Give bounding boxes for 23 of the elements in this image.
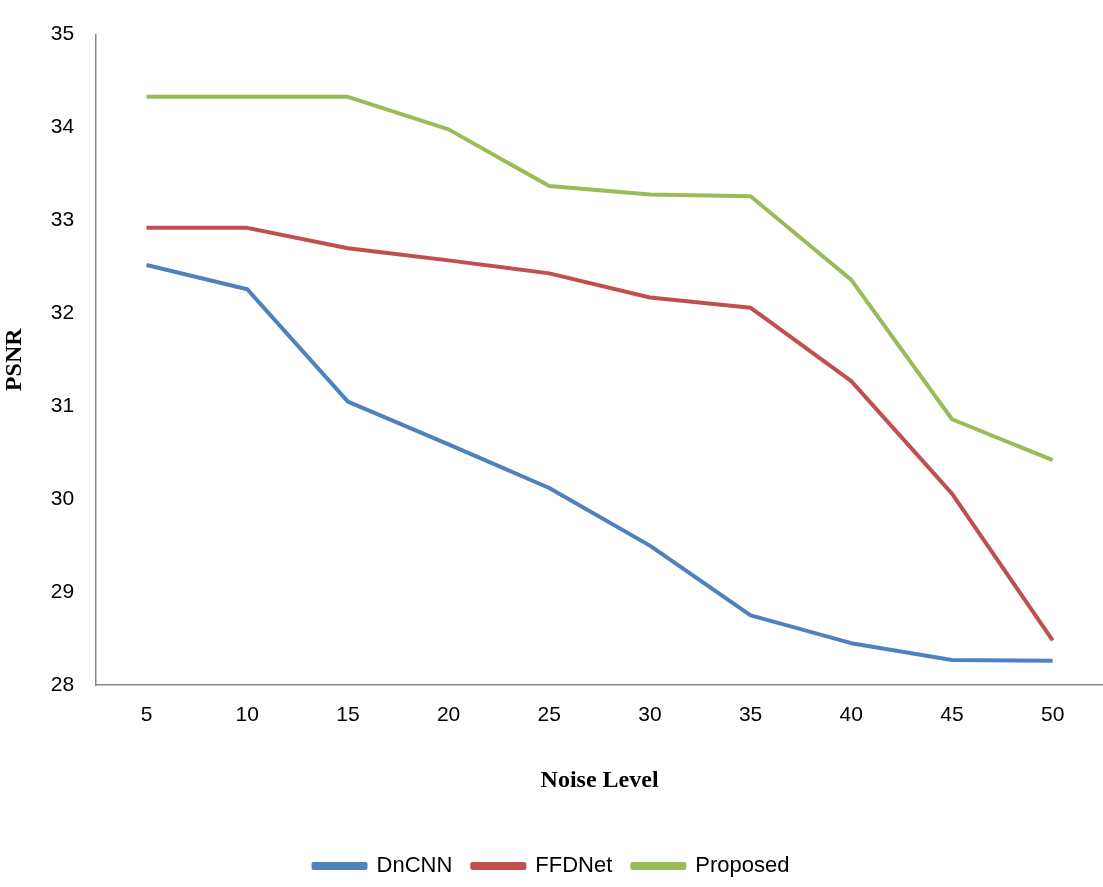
x-tick-label: 10 — [235, 702, 259, 726]
y-tick-label: 28 — [50, 671, 75, 695]
x-tick-label: 30 — [638, 702, 662, 726]
x-tick-label: 35 — [738, 702, 763, 726]
x-tick-label: 50 — [1040, 702, 1065, 726]
y-tick-label: 29 — [50, 578, 75, 602]
y-tick-label: 32 — [50, 300, 75, 324]
legend-label: DnCNN — [376, 852, 453, 878]
y-tick-label: 33 — [50, 207, 75, 231]
x-tick-label: 20 — [436, 702, 461, 726]
legend-label: FFDNet — [535, 852, 613, 878]
y-tick-label: 35 — [50, 21, 75, 45]
x-tick-label: 40 — [839, 702, 863, 726]
x-axis-title: Noise Level — [540, 765, 659, 792]
legend-label: Proposed — [695, 852, 790, 878]
y-tick-label: 31 — [50, 393, 75, 417]
x-tick-label: 5 — [140, 702, 153, 726]
y-tick-label: 30 — [50, 485, 75, 509]
x-tick-label: 25 — [537, 702, 561, 726]
y-tick-label: 34 — [50, 114, 75, 138]
y-axis-title: PSNR — [0, 327, 26, 392]
x-tick-label: 45 — [940, 702, 964, 726]
x-tick-label: 15 — [336, 702, 360, 726]
